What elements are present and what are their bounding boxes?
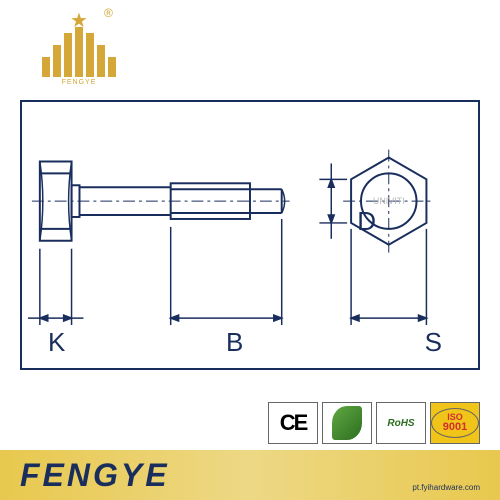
- cert-iso: ISO 9001: [430, 402, 480, 444]
- logo-subtext: FENGYE: [34, 79, 124, 86]
- registered-mark: ®: [104, 6, 113, 20]
- footer-url: pt.fyihardware.com: [412, 483, 480, 492]
- footer-brand: FENGYE: [20, 457, 170, 494]
- rohs-text: RoHS: [387, 418, 414, 429]
- iso-number: 9001: [443, 422, 467, 433]
- dim-label-s: S: [425, 327, 442, 358]
- cert-ce: CE: [268, 402, 318, 444]
- certification-row: CE RoHS ISO 9001: [268, 402, 480, 444]
- bolt-diagram: UNIVITI: [22, 102, 478, 370]
- cert-eco: [322, 402, 372, 444]
- dim-label-b: B: [226, 327, 243, 358]
- diagram-frame: UNIVITI: [20, 100, 480, 370]
- svg-text:UNIVITI: UNIVITI: [373, 196, 405, 206]
- ce-mark-text: CE: [280, 410, 307, 436]
- dim-label-k: K: [48, 327, 65, 358]
- dim-label-d: D: [357, 206, 376, 237]
- logo-bars: [34, 27, 124, 77]
- leaf-icon: [332, 406, 362, 440]
- footer-bar: FENGYE pt.fyihardware.com: [0, 450, 500, 500]
- cert-rohs: RoHS: [376, 402, 426, 444]
